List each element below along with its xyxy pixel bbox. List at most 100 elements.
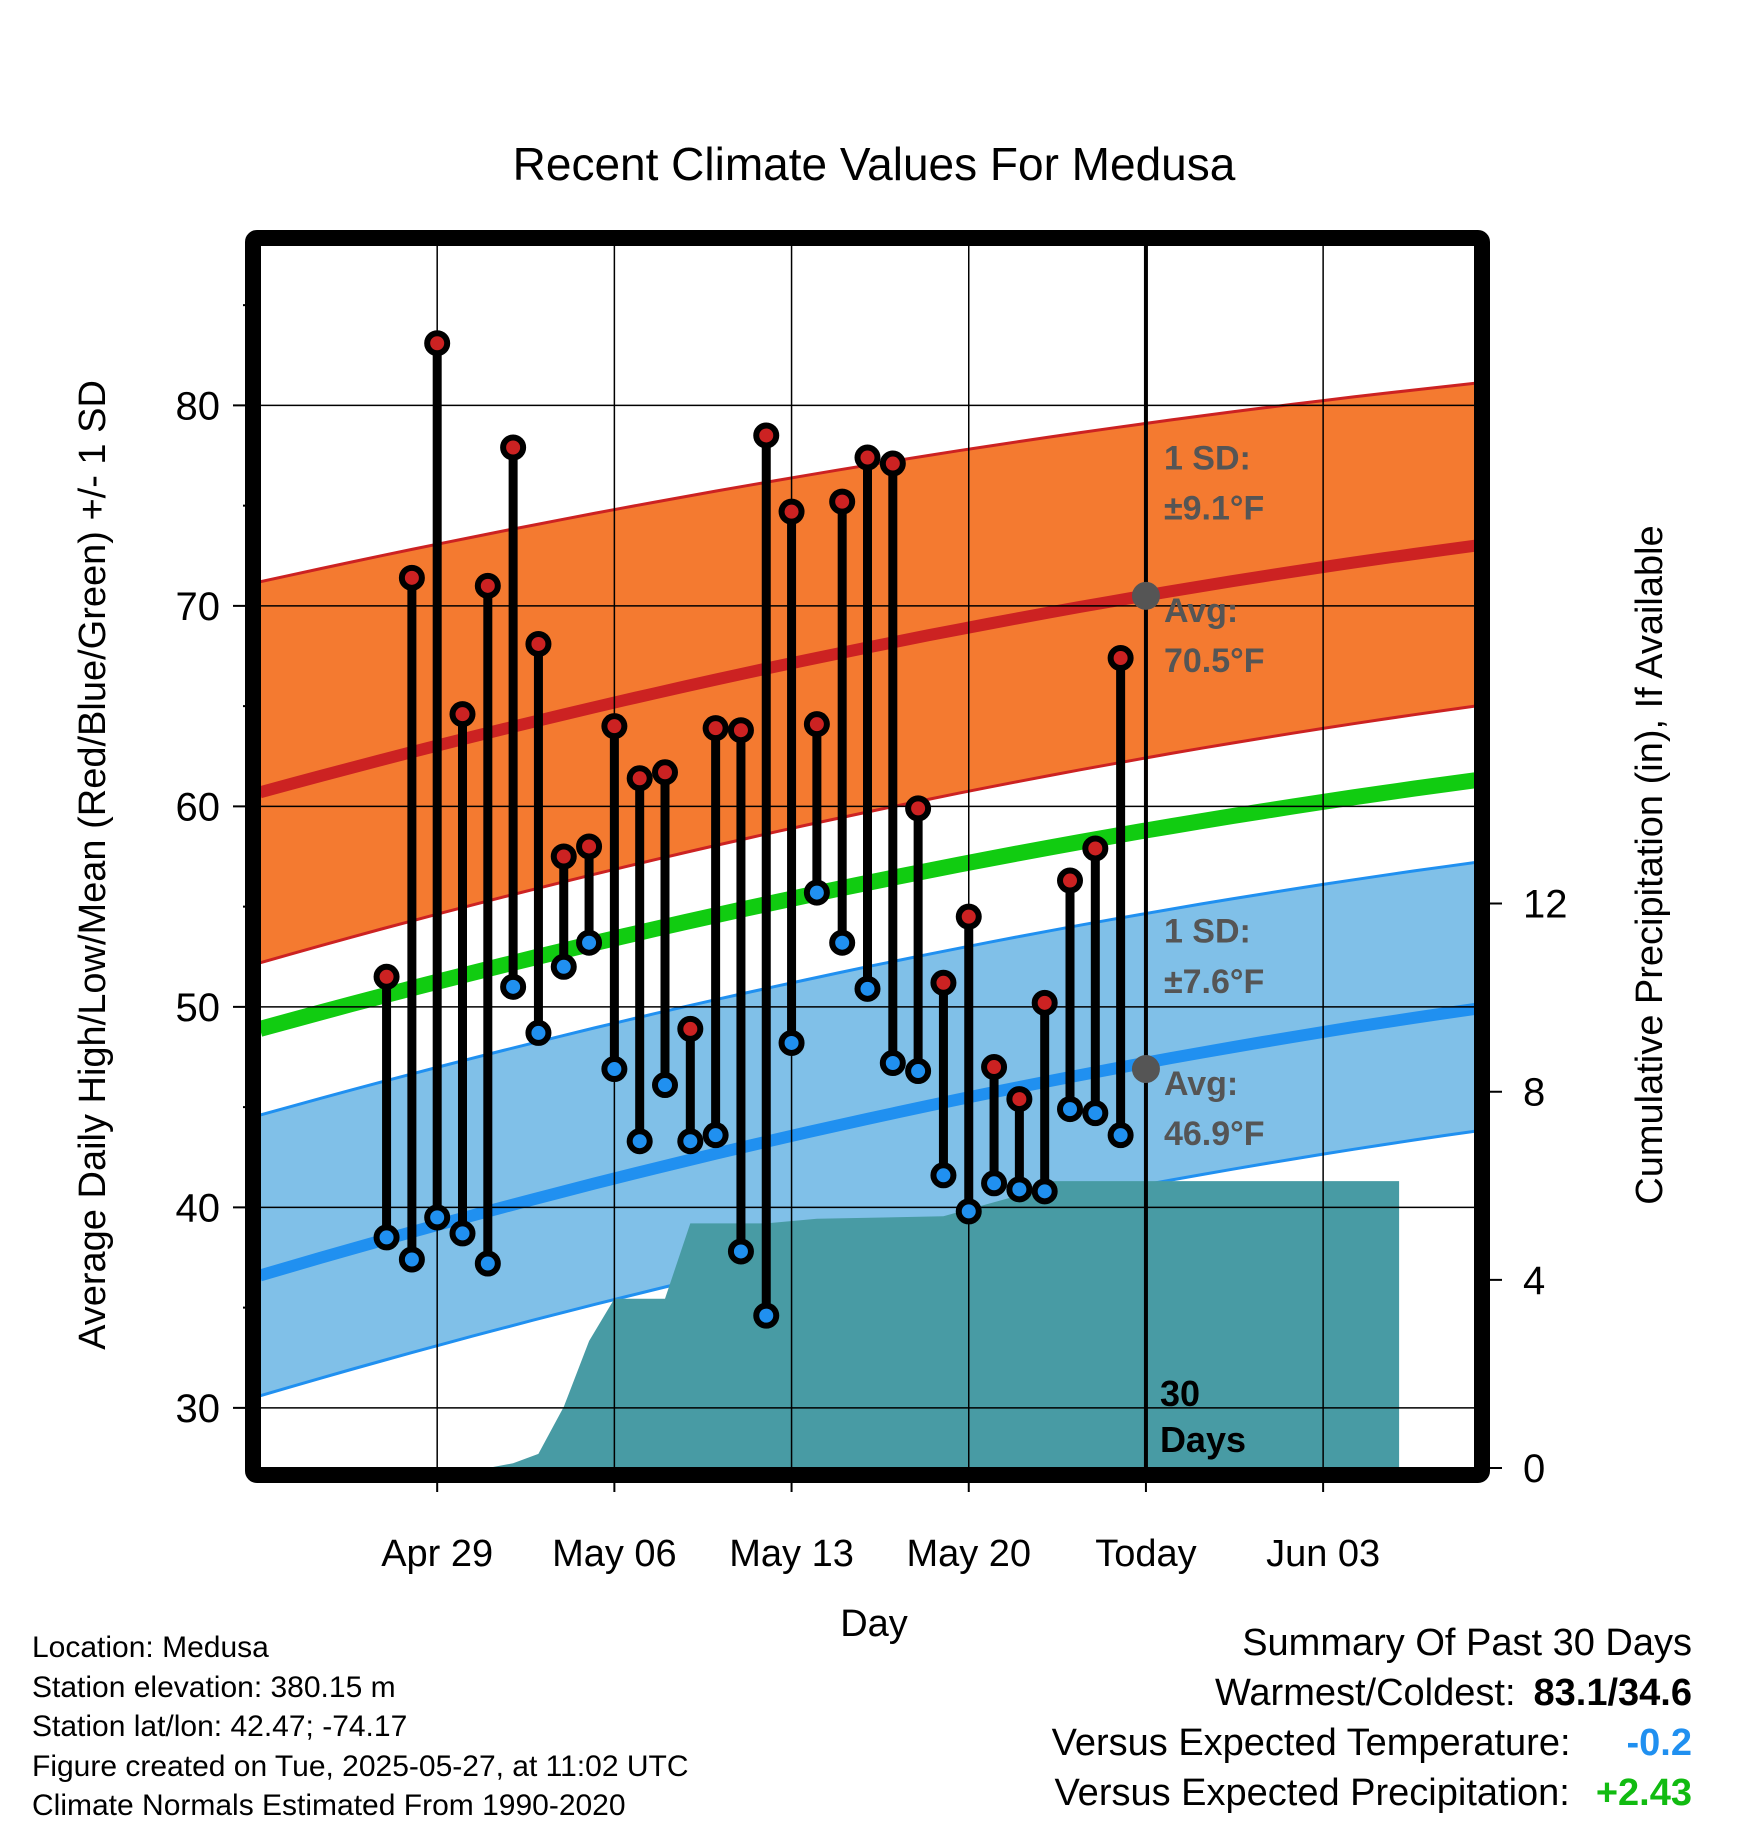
daily-low-point [930,1162,957,1189]
daily-high-point [525,630,552,657]
high-avg-annotation-line2: 70.5°F [1164,642,1265,680]
daily-high-point [803,711,830,738]
x-tick-label: May 20 [906,1533,1031,1575]
daily-low-point [652,1072,678,1099]
daily-low-point [576,929,603,956]
warmest-value: 83.1/34.6 [1533,1672,1692,1714]
elevation-text: Station elevation: 380.15 m [32,1670,396,1704]
y-tick-label: 60 [176,785,221,829]
daily-high-point [424,330,451,357]
daily-high-point [727,717,754,744]
daily-high-point [1082,835,1109,862]
daily-high-point [601,713,628,740]
summary-panel: Summary Of Past 30 Days Warmest/Coldest:… [1052,1618,1692,1818]
daily-low-point [1082,1100,1109,1127]
low-sd-annotation-line1: 1 SD: [1164,913,1251,951]
y2-axis-label: Cumulative Precipitation (in), If Availa… [1629,525,1671,1204]
daily-high-point [1031,989,1058,1016]
daily-high-point [373,963,400,990]
summary-title: Summary Of Past 30 Days [1242,1622,1692,1664]
temp-value: -0.2 [1626,1722,1692,1764]
daily-high-point [449,701,476,728]
daily-low-point [449,1220,476,1247]
daily-low-point [905,1058,932,1085]
low-avg-annotation-line1: Avg: [1164,1065,1238,1103]
daily-low-point [398,1246,425,1273]
created-text: Figure created on Tue, 2025-05-27, at 11… [32,1749,689,1783]
summary-temp-row: Versus Expected Temperature: -0.2 [1052,1718,1692,1768]
normals-text: Climate Normals Estimated From 1990-2020 [32,1789,626,1822]
y-tick-label: 40 [176,1186,221,1230]
y2-tick-label: 12 [1523,883,1568,927]
y2-tick-label: 0 [1523,1447,1545,1491]
daily-low-point [702,1122,729,1149]
daily-low-point [550,953,577,980]
x-tick-label: Apr 29 [381,1533,493,1575]
daily-high-point [981,1054,1008,1081]
daily-high-point [702,715,729,742]
daily-high-point [955,903,982,930]
daily-low-point [753,1302,780,1329]
daily-low-point [1107,1122,1134,1149]
today-days-word: Days [1160,1419,1246,1460]
daily-low-point [525,1019,552,1046]
daily-high-point [652,759,678,786]
warmest-label: Warmest/Coldest: [1214,1672,1516,1714]
station-info: Location: Medusa Station elevation: 380.… [32,1628,689,1826]
daily-low-point [1031,1178,1058,1205]
daily-high-point [677,1015,704,1042]
daily-low-point [981,1170,1008,1197]
y-tick-label: 50 [176,986,221,1030]
daily-high-point [626,765,653,792]
y-tick-label: 30 [176,1387,221,1431]
daily-high-point [879,450,906,477]
daily-high-point [1006,1086,1033,1113]
daily-high-point [1057,867,1083,894]
daily-high-point [550,843,577,870]
today-days-number: 30 [1160,1373,1200,1414]
today-low-avg-marker [1131,1055,1160,1084]
daily-high-point [500,434,527,461]
x-axis-label: Day [840,1603,908,1645]
daily-high-point [474,572,501,599]
summary-precip-row: Versus Expected Precipitation: +2.43 [1052,1768,1692,1818]
daily-high-point [854,444,881,471]
precip-value: +2.43 [1595,1772,1692,1814]
precip-label: Versus Expected Precipitation: [1054,1772,1570,1814]
daily-high-point [905,795,932,822]
y-tick-label: 80 [176,384,221,428]
daily-low-point [474,1250,501,1277]
x-tick-label: Today [1095,1533,1196,1575]
daily-low-point [373,1224,400,1251]
daily-low-point [854,975,881,1002]
y-axis-label: Average Daily High/Low/Mean (Red/Blue/Gr… [72,380,114,1350]
low-avg-annotation-line2: 46.9°F [1164,1115,1265,1153]
daily-high-point [398,564,425,591]
daily-low-point [601,1056,628,1083]
high-sd-annotation-line1: 1 SD: [1164,440,1251,478]
summary-warmest-row: Warmest/Coldest: 83.1/34.6 [1052,1668,1692,1718]
low-sd-annotation-line2: ±7.6°F [1164,963,1264,1001]
location-text: Location: Medusa [32,1631,269,1664]
low-sd-band [260,862,1475,1396]
plot-area: 1 SD: ±9.1°F Avg: 70.5°F 1 SD: ±7.6°F Avg: 46.9… [260,245,1475,1468]
daily-low-point [879,1050,906,1077]
daily-low-point [626,1128,653,1155]
y-tick-label: 70 [176,585,221,629]
daily-low-point [500,973,527,1000]
x-tick-label: May 13 [729,1533,854,1575]
x-tick-label: May 06 [552,1533,677,1575]
daily-high-point [829,488,856,515]
y2-tick-label: 8 [1523,1071,1545,1115]
latlon-text: Station lat/lon: 42.47; -74.17 [32,1710,408,1743]
daily-low-point [677,1128,704,1155]
daily-low-point [424,1204,451,1231]
daily-high-point [778,498,805,525]
x-tick-label: Jun 03 [1266,1533,1380,1575]
daily-low-point [829,929,856,956]
daily-low-point [803,879,830,906]
daily-low-point [727,1238,754,1265]
plot-frame [245,230,1490,1483]
daily-low-point [1006,1176,1033,1203]
